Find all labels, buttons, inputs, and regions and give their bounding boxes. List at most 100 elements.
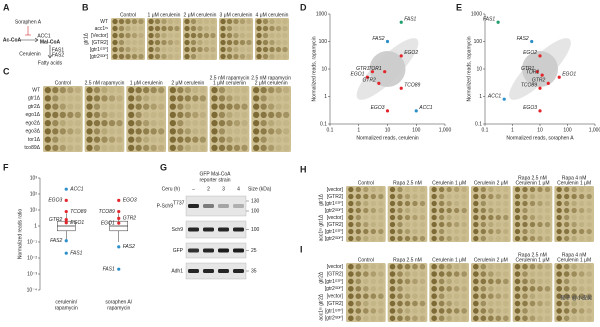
colony-spot [378,221,384,228]
colony-spot [150,119,157,127]
colony-spot [514,228,521,235]
colony-spot [116,128,123,135]
point [64,239,68,243]
y-tick-label: 100 [474,39,483,45]
column-header: Cerulenin 1 μM [557,257,591,263]
colony-spot [101,111,108,119]
colony-spot [389,228,396,235]
colony-spot [138,46,144,53]
colony-spot [143,86,150,94]
colony-spot [488,186,494,193]
x-tick-label: 1,000 [439,127,452,133]
point-label: EGO3 [48,198,62,204]
colony-spot [199,119,206,127]
colony-spot [404,315,411,322]
colony-spot [125,53,131,60]
row-label: ego3Δ [26,129,41,135]
colony-spot [44,136,51,143]
row-label: acc1ᵗˢ [95,26,109,32]
colony-spot [174,46,180,53]
colony-spot [158,86,165,94]
colony-spot [412,315,418,322]
colony-spot [571,221,577,228]
colony-spot [143,95,150,102]
blot-band [218,204,229,208]
colony-spot [495,200,501,207]
colony-spot [226,119,233,127]
colony-spot [529,278,536,285]
colony-spot [197,25,203,32]
colony-spot [226,144,233,152]
colony-spot [283,86,290,94]
colony-spot [480,271,487,277]
colony-spot [355,278,362,285]
row-label: [gtr1ᴳᵀᴾ] [325,201,344,207]
colony-spot [404,293,411,299]
blot-band [203,248,214,253]
colony-spot [378,193,384,200]
panel-label: H [300,164,307,174]
colony-spot [184,136,191,143]
row-label: [gtr1ᴳᵀᴾ] [325,308,344,314]
colony-spot [135,119,142,127]
colony-spot [488,193,494,200]
blot-band [188,269,199,273]
colony-spot [564,228,570,235]
point [538,54,542,58]
colony-spot [397,300,403,307]
colony-spot [218,111,226,119]
colony-spot [488,286,494,292]
panel-label: I [300,244,303,254]
colony-spot [378,293,384,299]
colony-spot [578,271,585,277]
colony-spot [116,111,123,119]
colony-spot [211,144,218,152]
colony-spot [131,18,138,25]
colony-spot [203,53,210,60]
y-axis-label: Normalized reads, rapamycin [311,36,317,101]
colony-spot [174,18,180,25]
colony-spot [52,103,59,110]
y-tick-label: 10⁻⁴ [27,287,37,293]
colony-spot [192,119,199,127]
colony-spot [363,293,369,299]
colony-spot [389,193,396,200]
colony-spot [190,25,197,32]
colony-spot [135,111,142,119]
colony-spot [439,221,445,228]
colony-spot [412,278,418,285]
plate [43,86,83,152]
colony-spot [174,39,180,46]
colony-spot [282,53,288,60]
colony-spot [148,18,154,25]
y-tick-label: 1 [34,223,37,229]
colony-spot [370,214,376,221]
point-label: EGO3 [523,105,537,111]
blot-band [188,248,199,253]
panel-label: C [3,66,10,76]
column-header: Rapa 4 nM [562,252,586,258]
colony-spot [556,207,562,214]
colony-spot [233,136,241,143]
row-label: [GTR2] [327,301,344,307]
colony-spot [192,144,199,152]
plate [255,18,289,60]
colony-spot [473,207,479,214]
colony-spot [431,286,437,292]
colony-spot [44,128,51,135]
colony-spot [522,300,528,307]
column-header: Control [358,257,374,263]
colony-spot [118,25,125,32]
y-tick-label: 10 [321,66,327,72]
colony-spot [370,286,377,292]
colony-spot [378,214,384,221]
panel-label: E [456,2,462,12]
colony-spot [503,308,509,314]
colony-spot [522,293,528,299]
column-header: Cerulenin 1 μM [432,180,466,186]
colony-spot [446,293,452,299]
colony-spot [59,103,66,110]
colony-spot [404,228,411,235]
colony-spot [59,144,66,152]
colony-spot [453,286,460,292]
